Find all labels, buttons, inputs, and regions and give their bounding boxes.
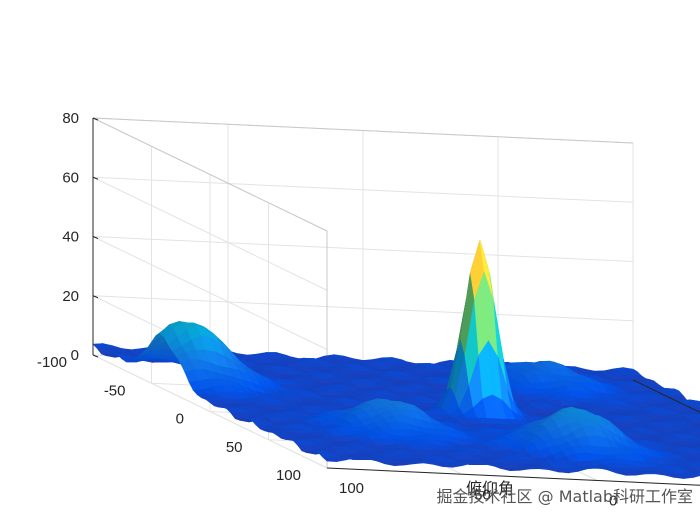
- surface-mesh: [92, 239, 700, 479]
- z-tick-mark: [92, 354, 99, 358]
- y-axis-line: [326, 467, 700, 486]
- x-tick-label: 0: [176, 411, 184, 428]
- y-tick-label: 100: [339, 480, 364, 497]
- z-tick-label: 20: [62, 288, 79, 305]
- x-tick-label: -100: [37, 354, 67, 371]
- x-axis-line: [632, 379, 700, 413]
- z-tick-mark: [92, 176, 99, 180]
- surface-patch: [688, 472, 700, 478]
- box-edge: [92, 117, 634, 144]
- grid-line: [92, 176, 634, 203]
- grid-line: [92, 176, 328, 291]
- x-axis-label: 俯仰角: [466, 479, 514, 498]
- z-tick-mark: [92, 236, 99, 239]
- z-tick-label: 0: [71, 347, 79, 364]
- x-tick-label: -50: [104, 382, 126, 399]
- z-tick-label: 60: [62, 169, 79, 186]
- box-edge: [92, 117, 328, 232]
- grid-line: [92, 236, 328, 350]
- z-tick-mark: [92, 295, 99, 299]
- surface-patch: [696, 449, 700, 454]
- grid-line: [92, 354, 328, 469]
- z-tick-label: 80: [62, 110, 79, 127]
- surface-patch: [697, 412, 700, 414]
- grid-line: [92, 295, 634, 322]
- x-tick-label: 100: [276, 467, 301, 484]
- x-tick-label: 50: [226, 439, 243, 456]
- z-tick-mark: [92, 117, 99, 121]
- y-tick-label: 50: [474, 486, 491, 503]
- y-tick-label: 0: [609, 493, 617, 510]
- grid-line: [92, 236, 634, 262]
- surface-patch: [697, 463, 700, 466]
- watermark: 掘金技术社区 @ Matlab科研工作室: [437, 487, 693, 506]
- z-tick-label: 40: [62, 229, 79, 246]
